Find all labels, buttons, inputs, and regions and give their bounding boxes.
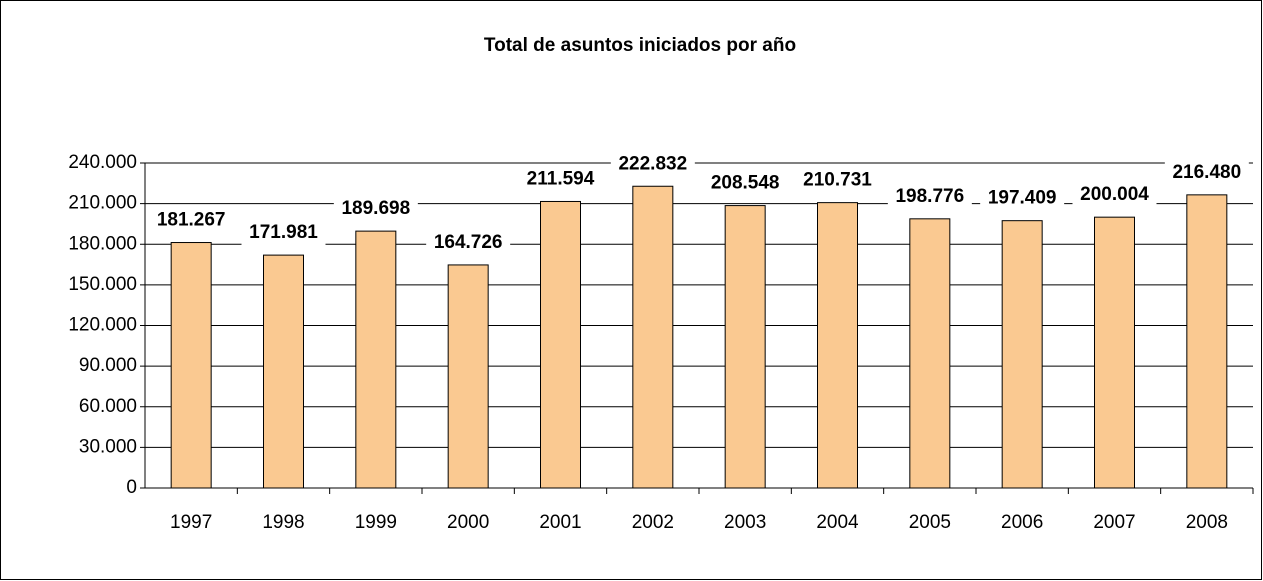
chart-title: Total de asuntos iniciados por año [484,35,796,56]
data-label-bg [703,170,788,197]
y-tick-label: 210.000 [68,193,137,214]
bar [540,200,581,489]
data-label: 164.726 [434,232,503,253]
y-tick-label: 240.000 [68,152,137,173]
data-label-bg [426,229,511,256]
data-label: 198.776 [895,186,964,207]
data-label: 211.594 [527,168,595,189]
y-tick-label: 90.000 [79,355,137,376]
data-label: 216.480 [1172,162,1241,183]
data-label: 200.004 [1080,184,1149,205]
data-label-bg [149,207,234,234]
y-tick-label: 30.000 [79,436,137,457]
x-tick-label: 2003 [724,512,766,533]
bar [817,202,858,489]
data-label-bg [333,196,418,223]
x-tick-label: 2005 [909,512,951,533]
data-label: 208.548 [711,173,780,194]
x-tick-label: 2002 [632,512,674,533]
bar [724,205,766,489]
data-label-bg [518,166,603,193]
bar [170,242,212,489]
data-label-bg [610,151,695,178]
bar [1186,194,1228,489]
x-tick-label: 1997 [170,512,212,533]
x-tick-label: 2001 [539,512,581,533]
bar [1094,216,1135,489]
y-tick-label: 150.000 [68,274,137,295]
data-label: 197.409 [988,188,1057,209]
x-tick-label: 2004 [816,512,859,533]
data-label: 222.832 [618,153,687,174]
bar [355,230,397,489]
x-tick-label: 1998 [262,512,304,533]
bar [1001,220,1043,489]
y-tick-label: 0 [126,477,137,498]
data-label-bg [980,185,1065,212]
x-tick-label: 2008 [1186,512,1228,533]
data-label: 210.731 [803,170,872,191]
y-tick-label: 180.000 [68,233,137,254]
data-label-bg [1072,182,1157,209]
data-label: 189.698 [341,198,410,219]
data-label-bg [795,167,880,194]
bar [909,218,951,489]
x-tick-label: 1999 [355,512,397,533]
x-tick-label: 2000 [447,512,489,533]
data-label: 181.267 [157,210,226,231]
data-label-bg [241,220,326,247]
x-tick-label: 2006 [1001,512,1043,533]
bar [632,185,674,489]
y-tick-label: 120.000 [68,315,137,336]
y-tick-label: 60.000 [79,396,137,417]
x-tick-label: 2007 [1093,512,1135,533]
data-label-bg [887,183,972,210]
data-label: 171.981 [249,222,318,243]
bar [447,264,489,489]
data-label-bg [1164,159,1249,186]
bar [263,254,304,489]
